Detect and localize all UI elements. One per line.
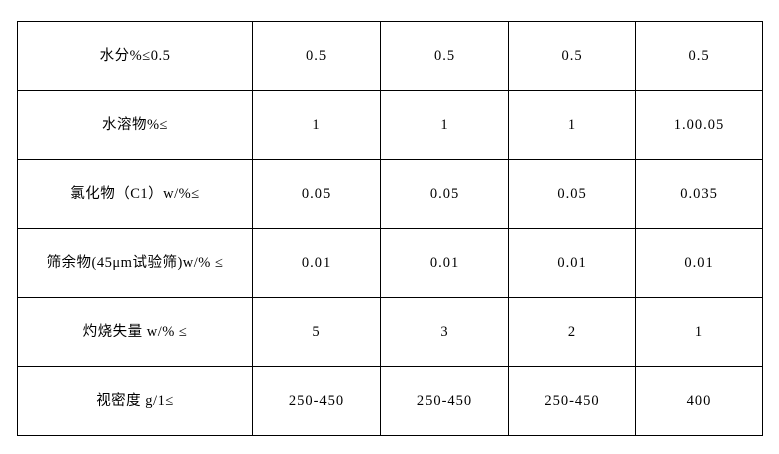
cell-r5-c4: 400 xyxy=(635,366,763,436)
cell-r4-c1: 5 xyxy=(252,297,381,367)
cell-r4-c2: 3 xyxy=(380,297,509,367)
cell-r2-c4: 0.035 xyxy=(635,159,763,229)
row-label-moisture: 水分%≤0.5 xyxy=(17,21,253,91)
cell-r1-c3: 1 xyxy=(508,90,636,160)
cell-r0-c2: 0.5 xyxy=(380,21,509,91)
cell-r2-c1: 0.05 xyxy=(252,159,381,229)
cell-r2-c2: 0.05 xyxy=(380,159,509,229)
cell-r3-c2: 0.01 xyxy=(380,228,509,298)
row-label-loss-on-ignition: 灼烧失量 w/% ≤ xyxy=(17,297,253,367)
cell-r0-c3: 0.5 xyxy=(508,21,636,91)
cell-r4-c4: 1 xyxy=(635,297,763,367)
row-label-chloride: 氯化物（C1）w/%≤ xyxy=(17,159,253,229)
cell-r0-c4: 0.5 xyxy=(635,21,763,91)
cell-r1-c4: 1.00.05 xyxy=(635,90,763,160)
table-row: 筛余物(45μm试验筛)w/% ≤ 0.01 0.01 0.01 0.01 xyxy=(17,228,763,298)
cell-r1-c2: 1 xyxy=(380,90,509,160)
cell-r4-c3: 2 xyxy=(508,297,636,367)
row-label-apparent-density: 视密度 g/1≤ xyxy=(17,366,253,436)
cell-r3-c1: 0.01 xyxy=(252,228,381,298)
row-label-water-soluble: 水溶物%≤ xyxy=(17,90,253,160)
table-row: 水分%≤0.5 0.5 0.5 0.5 0.5 xyxy=(17,21,763,91)
cell-r3-c4: 0.01 xyxy=(635,228,763,298)
table-row: 灼烧失量 w/% ≤ 5 3 2 1 xyxy=(17,297,763,367)
row-label-sieve-residue: 筛余物(45μm试验筛)w/% ≤ xyxy=(17,228,253,298)
table-row: 水溶物%≤ 1 1 1 1.00.05 xyxy=(17,90,763,160)
cell-r1-c1: 1 xyxy=(252,90,381,160)
cell-r2-c3: 0.05 xyxy=(508,159,636,229)
cell-r5-c2: 250-450 xyxy=(380,366,509,436)
specification-table: 水分%≤0.5 0.5 0.5 0.5 0.5 水溶物%≤ 1 1 1 1.00… xyxy=(17,21,763,436)
cell-r0-c1: 0.5 xyxy=(252,21,381,91)
cell-r5-c3: 250-450 xyxy=(508,366,636,436)
cell-r5-c1: 250-450 xyxy=(252,366,381,436)
table-row: 氯化物（C1）w/%≤ 0.05 0.05 0.05 0.035 xyxy=(17,159,763,229)
table-row: 视密度 g/1≤ 250-450 250-450 250-450 400 xyxy=(17,366,763,436)
cell-r3-c3: 0.01 xyxy=(508,228,636,298)
table-body: 水分%≤0.5 0.5 0.5 0.5 0.5 水溶物%≤ 1 1 1 1.00… xyxy=(17,21,763,436)
